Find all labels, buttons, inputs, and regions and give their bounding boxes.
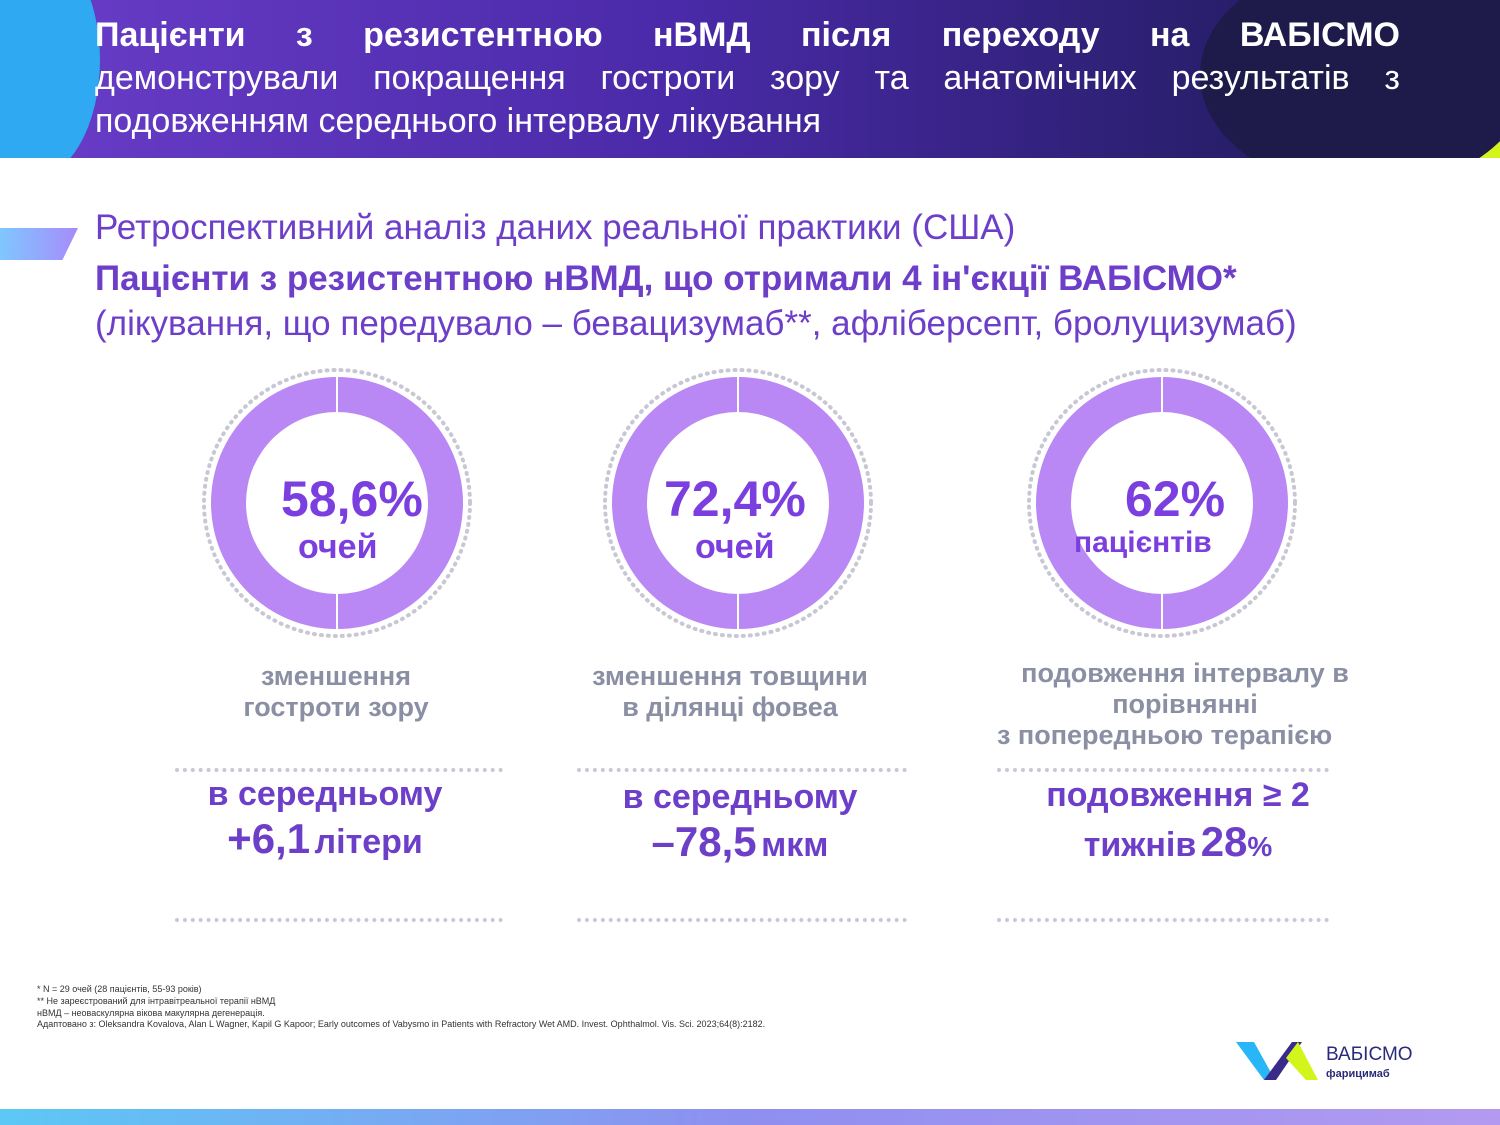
- stat-1-unit: очей: [298, 528, 378, 566]
- logo-name: ВАБІСМО: [1326, 1044, 1413, 1065]
- stat-2-result-value: –78,5: [651, 818, 757, 865]
- bottom-gradient-bar: [0, 1109, 1500, 1125]
- header-decoration-cyan: [0, 0, 100, 158]
- stat-3-result: тижнів 28%: [1003, 818, 1353, 866]
- ring-dotted-outline: [1027, 368, 1297, 638]
- stat-1-result-unit: літери: [314, 823, 423, 861]
- stat-3-desc-line1: подовження інтервалу в: [1021, 658, 1349, 688]
- stat-3-desc-line2: порівнянні: [1112, 689, 1258, 719]
- stat-2-result-label: в середньому: [622, 778, 858, 816]
- stat-2-desc-line2: в ділянці фовеа: [622, 692, 838, 722]
- ring-donut: [612, 377, 864, 629]
- ring-dotted-outline: [202, 368, 472, 638]
- stat-2-description: зменшення товщини в ділянці фовеа: [570, 661, 890, 723]
- stat-3-result-label: подовження ≥ 2: [1046, 776, 1310, 814]
- footnote-reference: Адаптовано з: Oleksandra Kovalova, Alan …: [37, 1019, 766, 1029]
- vabysmo-logo-icon: [1236, 1042, 1318, 1080]
- stat-2-desc-line1: зменшення товщини: [592, 661, 868, 691]
- stat-3-value: 62%: [1125, 471, 1226, 527]
- stat-3-result-unit: %: [1247, 831, 1273, 862]
- section-accent-tab: [0, 228, 78, 260]
- stat-1-result: +6,1 літери: [165, 815, 485, 863]
- stat-ring-1: [201, 367, 473, 639]
- header-title: Пацієнти з резистентною нВМД після перех…: [95, 14, 1400, 143]
- divider: [997, 768, 1329, 772]
- stat-3-desc-line3: з попередньою терапією: [997, 720, 1333, 750]
- stat-3-result-value: 28: [1200, 818, 1248, 865]
- footnote-3: нВМД – неоваскулярна вікова макулярна де…: [37, 1008, 265, 1018]
- divider: [577, 768, 907, 772]
- divider: [577, 918, 907, 922]
- stat-2-result-unit: мкм: [761, 826, 829, 864]
- subtitle-prior-treatment: (лікування, що передувало – бевацизумаб*…: [95, 304, 1297, 343]
- subtitle-study: Ретроспективний аналіз даних реальної пр…: [95, 208, 1016, 247]
- stat-ring-3: [1026, 367, 1298, 639]
- stat-1-value: 58,6%: [281, 471, 423, 527]
- header-title-line1: Пацієнти з резистентною нВМД після перех…: [95, 16, 1400, 54]
- stat-1-desc-line2: гостроти зору: [243, 692, 429, 722]
- header-banner: Пацієнти з резистентною нВМД після перех…: [0, 0, 1500, 158]
- divider: [175, 768, 503, 772]
- subtitle-patients: Пацієнти з резистентною нВМД, що отримал…: [95, 259, 1237, 298]
- footnote-2: ** Не зареєстрований для інтравітреально…: [37, 996, 276, 1006]
- stat-2-unit: очей: [695, 528, 775, 566]
- divider: [175, 918, 503, 922]
- stat-1-description: зменшення гостроти зору: [186, 661, 486, 723]
- stat-1-result-label: в середньому: [207, 775, 443, 813]
- header-title-line2: демонстрували покращення гостроти зору т…: [95, 59, 1400, 140]
- stat-1-result-value: +6,1: [227, 815, 311, 862]
- footnote-1: * N = 29 очей (28 пацієнтів, 55-93 років…: [37, 984, 202, 994]
- stat-ring-2: [602, 367, 874, 639]
- stat-3-unit: пацієнтів: [1074, 526, 1212, 559]
- ring-donut: [211, 377, 463, 629]
- ring-donut: [1036, 377, 1288, 629]
- stat-2-value: 72,4%: [664, 471, 806, 527]
- stat-1-desc-line1: зменшення: [261, 661, 411, 691]
- stat-3-result-prefix: тижнів: [1083, 826, 1197, 864]
- divider: [997, 918, 1329, 922]
- stat-3-description: подовження інтервалу в порівнянні з попе…: [985, 658, 1385, 751]
- stat-2-result: –78,5 мкм: [585, 818, 895, 866]
- ring-dotted-outline: [603, 368, 873, 638]
- logo-subtitle: фарицимаб: [1326, 1068, 1390, 1080]
